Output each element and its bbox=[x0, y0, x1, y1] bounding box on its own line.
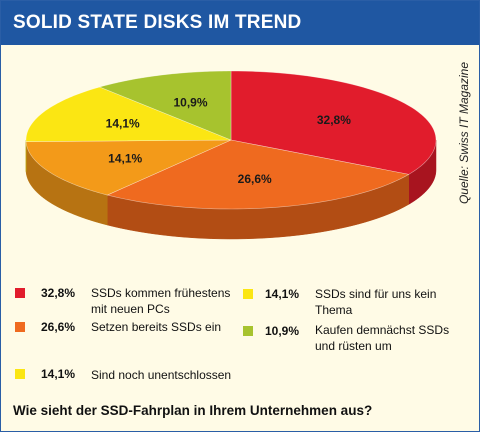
legend-swatch-5 bbox=[243, 326, 253, 336]
pie-slice-label: 14,1% bbox=[106, 117, 140, 131]
legend-pct-1: 32,8% bbox=[41, 286, 76, 300]
header-bar: SOLID STATE DISKS IM TREND bbox=[1, 1, 479, 45]
pie-slice bbox=[25, 86, 232, 142]
legend-text-line: mit neuen PCs bbox=[91, 302, 170, 316]
legend-text-line: Thema bbox=[315, 303, 353, 317]
legend-swatch-4 bbox=[243, 289, 253, 299]
pie-labels: 32,8% 26,6% 14,1% 14,1% 10,9% bbox=[106, 95, 352, 186]
pie-chart: 32,8% 26,6% 14,1% 14,1% 10,9% bbox=[25, 70, 437, 240]
pie-slice-label: 26,6% bbox=[238, 172, 272, 186]
legend-text-4: SSDs sind für uns kein Thema bbox=[315, 286, 465, 318]
source-label: Quelle: Swiss IT Magazine bbox=[457, 61, 471, 205]
pie-tops bbox=[25, 70, 437, 210]
legend-text-5: Kaufen demnächst SSDs und rüsten um bbox=[315, 322, 465, 354]
legend-swatch-2 bbox=[15, 322, 25, 332]
legend-text-line: und rüsten um bbox=[315, 339, 392, 353]
legend-text-2: Setzen bereits SSDs ein bbox=[91, 320, 222, 334]
legend-pct-3: 14,1% bbox=[41, 367, 76, 381]
legend-text-3: Sind noch unentschlossen bbox=[91, 368, 232, 382]
legend-pct-2: 26,6% bbox=[41, 320, 76, 334]
pie-slice bbox=[98, 70, 232, 141]
legend-text-1: SSDs kommen frühestens mit neuen PCs bbox=[91, 285, 241, 317]
pie-slice bbox=[25, 139, 232, 196]
legend-text-line: SSDs kommen frühestens bbox=[91, 286, 231, 300]
legend-pct-4: 14,1% bbox=[265, 287, 300, 301]
chart-title: SOLID STATE DISKS IM TREND bbox=[13, 12, 302, 33]
pie-slice-label: 14,1% bbox=[108, 151, 142, 165]
pie-slice-label: 32,8% bbox=[317, 113, 351, 127]
legend-pct-5: 10,9% bbox=[265, 324, 300, 338]
legend-text-line: Kaufen demnächst SSDs bbox=[315, 323, 450, 337]
pie-slice bbox=[106, 139, 410, 210]
pie-slice bbox=[230, 70, 437, 175]
legend-swatch-3 bbox=[15, 369, 25, 379]
legend-swatch-1 bbox=[15, 288, 25, 298]
legend-text-line: SSDs sind für uns kein bbox=[315, 287, 437, 301]
pie-slice-label: 10,9% bbox=[173, 95, 207, 109]
survey-question: Wie sieht der SSD-Fahrplan in Ihrem Unte… bbox=[13, 403, 373, 418]
